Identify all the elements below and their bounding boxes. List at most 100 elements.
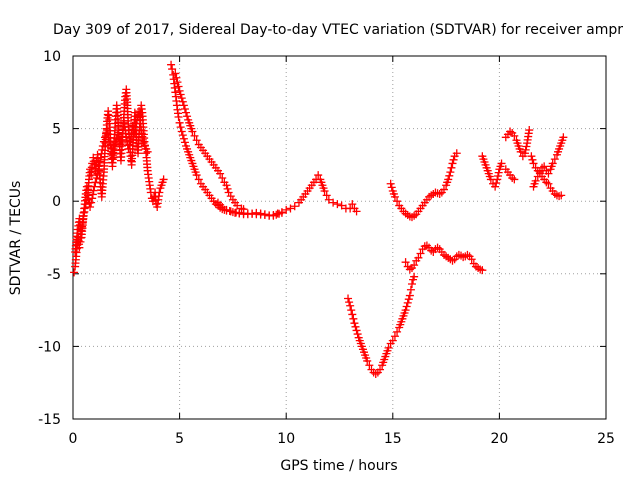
data-point	[544, 179, 553, 188]
data-point	[190, 131, 199, 140]
data-point	[134, 111, 143, 120]
data-point	[352, 326, 361, 335]
data-point	[290, 202, 299, 211]
data-point	[550, 155, 559, 164]
data-point	[155, 188, 164, 197]
data-point	[390, 332, 399, 341]
data-point	[384, 343, 393, 352]
data-point	[194, 175, 203, 184]
data-point	[177, 94, 186, 103]
data-point	[452, 149, 461, 158]
data-point	[388, 336, 397, 345]
data-point	[348, 200, 357, 209]
data-point	[286, 204, 295, 213]
axis-ticks: 0 5 10 15 20 25 -15 -10 -5 0 5 10	[38, 49, 615, 447]
data-point	[393, 197, 402, 206]
y-tick-label: -5	[47, 267, 61, 283]
data-point	[174, 82, 183, 91]
data-point	[233, 201, 242, 210]
data-point	[104, 133, 113, 142]
data-point	[322, 191, 331, 200]
data-point	[371, 369, 380, 378]
data-point	[531, 176, 540, 185]
x-tick-label: 15	[384, 431, 402, 447]
data-point	[167, 60, 176, 69]
data-point	[510, 175, 519, 184]
data-point	[175, 86, 184, 95]
data-point	[544, 169, 553, 178]
data-point	[111, 139, 120, 148]
data-point	[89, 186, 98, 195]
data-point	[168, 65, 177, 74]
data-point	[548, 159, 557, 168]
x-tick-label: 0	[69, 431, 78, 447]
data-point	[79, 211, 88, 220]
data-point	[192, 136, 201, 145]
data-point	[88, 194, 97, 203]
data-point	[401, 306, 410, 315]
data-point	[95, 161, 104, 170]
data-point	[223, 184, 232, 193]
data-point	[218, 173, 227, 182]
data-point	[176, 123, 185, 132]
data-point	[439, 185, 448, 194]
data-point	[174, 112, 183, 121]
data-point	[447, 163, 456, 172]
data-point	[176, 90, 185, 99]
data-point	[183, 112, 192, 121]
data-point	[529, 159, 538, 168]
data-point	[402, 302, 411, 311]
data-point	[448, 159, 457, 168]
data-point	[557, 191, 566, 200]
data-point	[497, 159, 506, 168]
data-point	[282, 205, 291, 214]
data-point	[435, 189, 444, 198]
data-point	[105, 137, 114, 146]
data-point	[124, 144, 133, 153]
data-point	[410, 272, 419, 281]
data-point	[178, 97, 187, 106]
data-point	[414, 253, 423, 262]
data-point	[350, 319, 359, 328]
data-point	[181, 108, 190, 117]
data-point	[351, 322, 360, 331]
data-point	[353, 330, 362, 339]
data-point	[83, 191, 92, 200]
x-tick-label: 20	[490, 431, 508, 447]
data-point	[88, 190, 97, 199]
data-point	[103, 126, 112, 135]
data-point	[390, 192, 399, 201]
data-point	[143, 147, 152, 156]
data-points	[70, 60, 568, 378]
data-point	[522, 142, 531, 151]
data-point	[492, 179, 501, 188]
data-point	[493, 175, 502, 184]
data-point	[226, 192, 235, 201]
x-tick-label: 5	[175, 431, 184, 447]
data-point	[98, 145, 107, 154]
data-point	[528, 155, 537, 164]
data-point	[103, 129, 112, 138]
data-point	[90, 182, 99, 191]
data-point	[224, 188, 233, 197]
data-point	[387, 183, 396, 192]
data-point	[401, 258, 410, 267]
data-point	[533, 172, 542, 181]
data-point	[449, 155, 458, 164]
data-point	[80, 207, 89, 216]
data-point	[179, 134, 188, 143]
data-point	[344, 294, 353, 303]
data-point	[115, 140, 124, 149]
data-point	[348, 310, 357, 319]
data-point	[218, 203, 227, 212]
data-point	[314, 171, 323, 180]
data-point	[467, 255, 476, 264]
data-point	[125, 140, 134, 149]
data-point	[96, 157, 105, 166]
data-point	[346, 301, 355, 310]
data-point	[446, 168, 455, 177]
data-point	[363, 356, 372, 365]
data-point	[93, 169, 102, 178]
data-point	[70, 268, 79, 277]
data-point	[405, 291, 414, 300]
